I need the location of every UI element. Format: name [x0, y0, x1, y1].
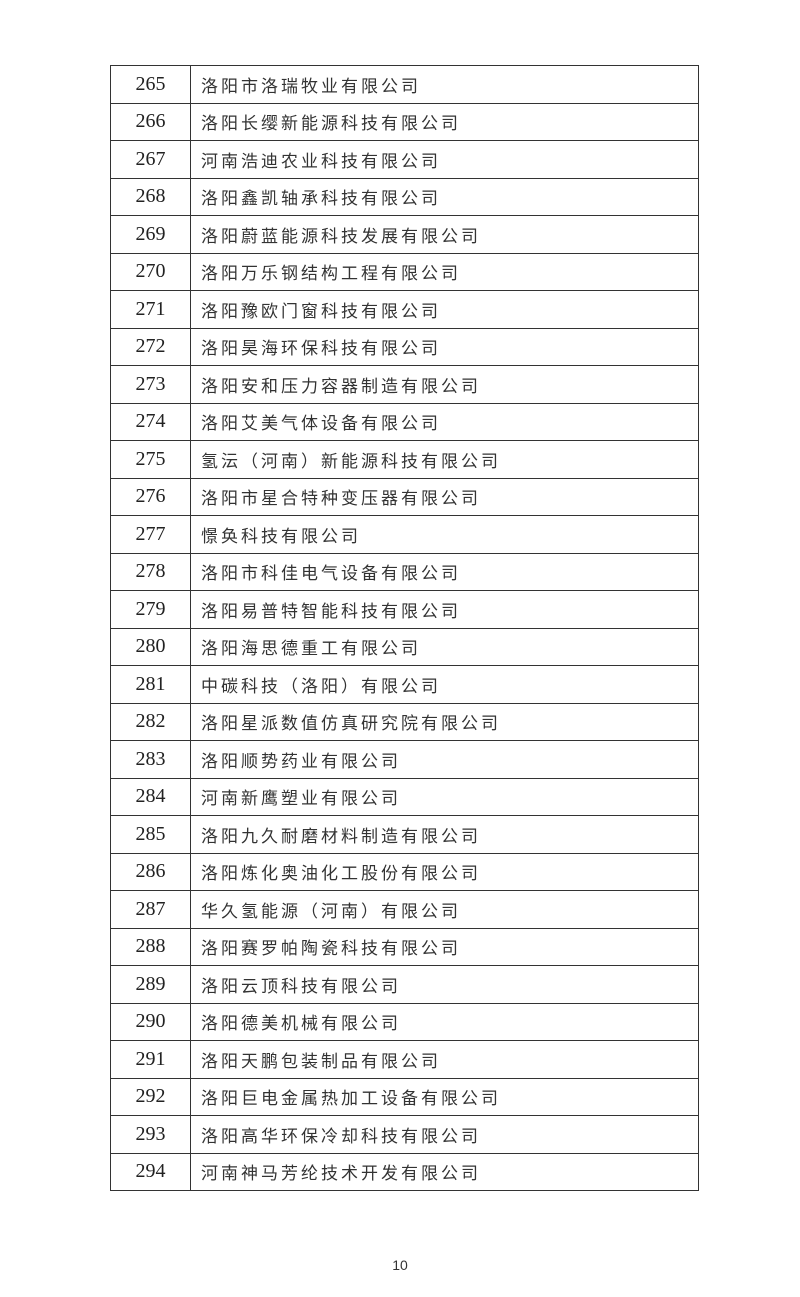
table-row: 272 洛阳昊海环保科技有限公司 [110, 327, 699, 366]
company-name: 洛阳市科佳电气设备有限公司 [190, 552, 699, 591]
row-number: 294 [110, 1152, 191, 1191]
table-row: 287 华久氢能源（河南）有限公司 [110, 890, 699, 929]
table-row: 290 洛阳德美机械有限公司 [110, 1002, 699, 1041]
table-row: 292 洛阳巨电金属热加工设备有限公司 [110, 1077, 699, 1116]
company-name: 中碳科技（洛阳）有限公司 [190, 665, 699, 704]
table-row: 285 洛阳九久耐磨材料制造有限公司 [110, 815, 699, 854]
row-number: 283 [110, 740, 191, 779]
table-row: 267 河南浩迪农业科技有限公司 [110, 140, 699, 179]
company-name: 氢沄（河南）新能源科技有限公司 [190, 440, 699, 479]
company-name: 洛阳高华环保冷却科技有限公司 [190, 1115, 699, 1154]
table-row: 289 洛阳云顶科技有限公司 [110, 965, 699, 1004]
table-row: 268 洛阳鑫凯轴承科技有限公司 [110, 177, 699, 216]
company-name: 洛阳豫欧门窗科技有限公司 [190, 290, 699, 329]
table-row: 279 洛阳易普特智能科技有限公司 [110, 590, 699, 629]
row-number: 267 [110, 140, 191, 179]
row-number: 272 [110, 327, 191, 366]
company-name: 河南神马芳纶技术开发有限公司 [190, 1152, 699, 1191]
row-number: 269 [110, 215, 191, 254]
table-row: 278 洛阳市科佳电气设备有限公司 [110, 552, 699, 591]
table-row: 270 洛阳万乐钢结构工程有限公司 [110, 252, 699, 291]
row-number: 275 [110, 440, 191, 479]
page-number: 10 [392, 1257, 408, 1273]
table-row: 283 洛阳顺势药业有限公司 [110, 740, 699, 779]
company-name: 洛阳海思德重工有限公司 [190, 627, 699, 666]
row-number: 287 [110, 890, 191, 929]
company-name: 洛阳长缨新能源科技有限公司 [190, 102, 699, 141]
table-row: 265 洛阳市洛瑞牧业有限公司 [110, 65, 699, 104]
company-name: 洛阳艾美气体设备有限公司 [190, 402, 699, 441]
table-row: 277 憬奂科技有限公司 [110, 515, 699, 554]
company-name: 洛阳安和压力容器制造有限公司 [190, 365, 699, 404]
row-number: 292 [110, 1077, 191, 1116]
table-row: 280 洛阳海思德重工有限公司 [110, 627, 699, 666]
table-row: 281 中碳科技（洛阳）有限公司 [110, 665, 699, 704]
row-number: 280 [110, 627, 191, 666]
table-row: 286 洛阳炼化奥油化工股份有限公司 [110, 852, 699, 891]
company-name: 洛阳赛罗帕陶瓷科技有限公司 [190, 927, 699, 966]
company-name: 华久氢能源（河南）有限公司 [190, 890, 699, 929]
company-name: 洛阳市洛瑞牧业有限公司 [190, 65, 699, 104]
row-number: 289 [110, 965, 191, 1004]
row-number: 270 [110, 252, 191, 291]
row-number: 271 [110, 290, 191, 329]
row-number: 281 [110, 665, 191, 704]
company-name: 洛阳顺势药业有限公司 [190, 740, 699, 779]
row-number: 274 [110, 402, 191, 441]
company-name: 洛阳鑫凯轴承科技有限公司 [190, 177, 699, 216]
table-row: 275 氢沄（河南）新能源科技有限公司 [110, 440, 699, 479]
table-row: 282 洛阳星派数值仿真研究院有限公司 [110, 702, 699, 741]
row-number: 284 [110, 777, 191, 816]
row-number: 277 [110, 515, 191, 554]
table-row: 284 河南新鹰塑业有限公司 [110, 777, 699, 816]
company-name: 洛阳云顶科技有限公司 [190, 965, 699, 1004]
company-name: 洛阳巨电金属热加工设备有限公司 [190, 1077, 699, 1116]
table-body: 265 洛阳市洛瑞牧业有限公司 266 洛阳长缨新能源科技有限公司 267 河南浩迪农业科… [110, 65, 699, 1191]
row-number: 290 [110, 1002, 191, 1041]
company-name: 洛阳星派数值仿真研究院有限公司 [190, 702, 699, 741]
table-row: 274 洛阳艾美气体设备有限公司 [110, 402, 699, 441]
row-number: 279 [110, 590, 191, 629]
table-row: 294 河南神马芳纶技术开发有限公司 [110, 1152, 699, 1191]
company-name: 河南新鹰塑业有限公司 [190, 777, 699, 816]
row-number: 288 [110, 927, 191, 966]
company-name: 洛阳德美机械有限公司 [190, 1002, 699, 1041]
row-number: 268 [110, 177, 191, 216]
company-name: 洛阳市星合特种变压器有限公司 [190, 477, 699, 516]
company-list-table: 265 洛阳市洛瑞牧业有限公司 266 洛阳长缨新能源科技有限公司 267 河南浩迪农业科… [110, 65, 699, 1191]
company-name: 洛阳天鹏包装制品有限公司 [190, 1040, 699, 1079]
row-number: 276 [110, 477, 191, 516]
row-number: 266 [110, 102, 191, 141]
company-name: 洛阳昊海环保科技有限公司 [190, 327, 699, 366]
row-number: 278 [110, 552, 191, 591]
company-name: 洛阳易普特智能科技有限公司 [190, 590, 699, 629]
table-row: 269 洛阳蔚蓝能源科技发展有限公司 [110, 215, 699, 254]
row-number: 293 [110, 1115, 191, 1154]
table-row: 273 洛阳安和压力容器制造有限公司 [110, 365, 699, 404]
table-row: 288 洛阳赛罗帕陶瓷科技有限公司 [110, 927, 699, 966]
company-name: 洛阳蔚蓝能源科技发展有限公司 [190, 215, 699, 254]
company-name: 洛阳万乐钢结构工程有限公司 [190, 252, 699, 291]
row-number: 285 [110, 815, 191, 854]
row-number: 291 [110, 1040, 191, 1079]
company-name: 洛阳炼化奥油化工股份有限公司 [190, 852, 699, 891]
row-number: 265 [110, 65, 191, 104]
table-row: 291 洛阳天鹏包装制品有限公司 [110, 1040, 699, 1079]
company-name: 河南浩迪农业科技有限公司 [190, 140, 699, 179]
table-row: 266 洛阳长缨新能源科技有限公司 [110, 102, 699, 141]
table-row: 293 洛阳高华环保冷却科技有限公司 [110, 1115, 699, 1154]
row-number: 273 [110, 365, 191, 404]
row-number: 282 [110, 702, 191, 741]
row-number: 286 [110, 852, 191, 891]
table-row: 271 洛阳豫欧门窗科技有限公司 [110, 290, 699, 329]
company-name: 洛阳九久耐磨材料制造有限公司 [190, 815, 699, 854]
table-row: 276 洛阳市星合特种变压器有限公司 [110, 477, 699, 516]
company-name: 憬奂科技有限公司 [190, 515, 699, 554]
